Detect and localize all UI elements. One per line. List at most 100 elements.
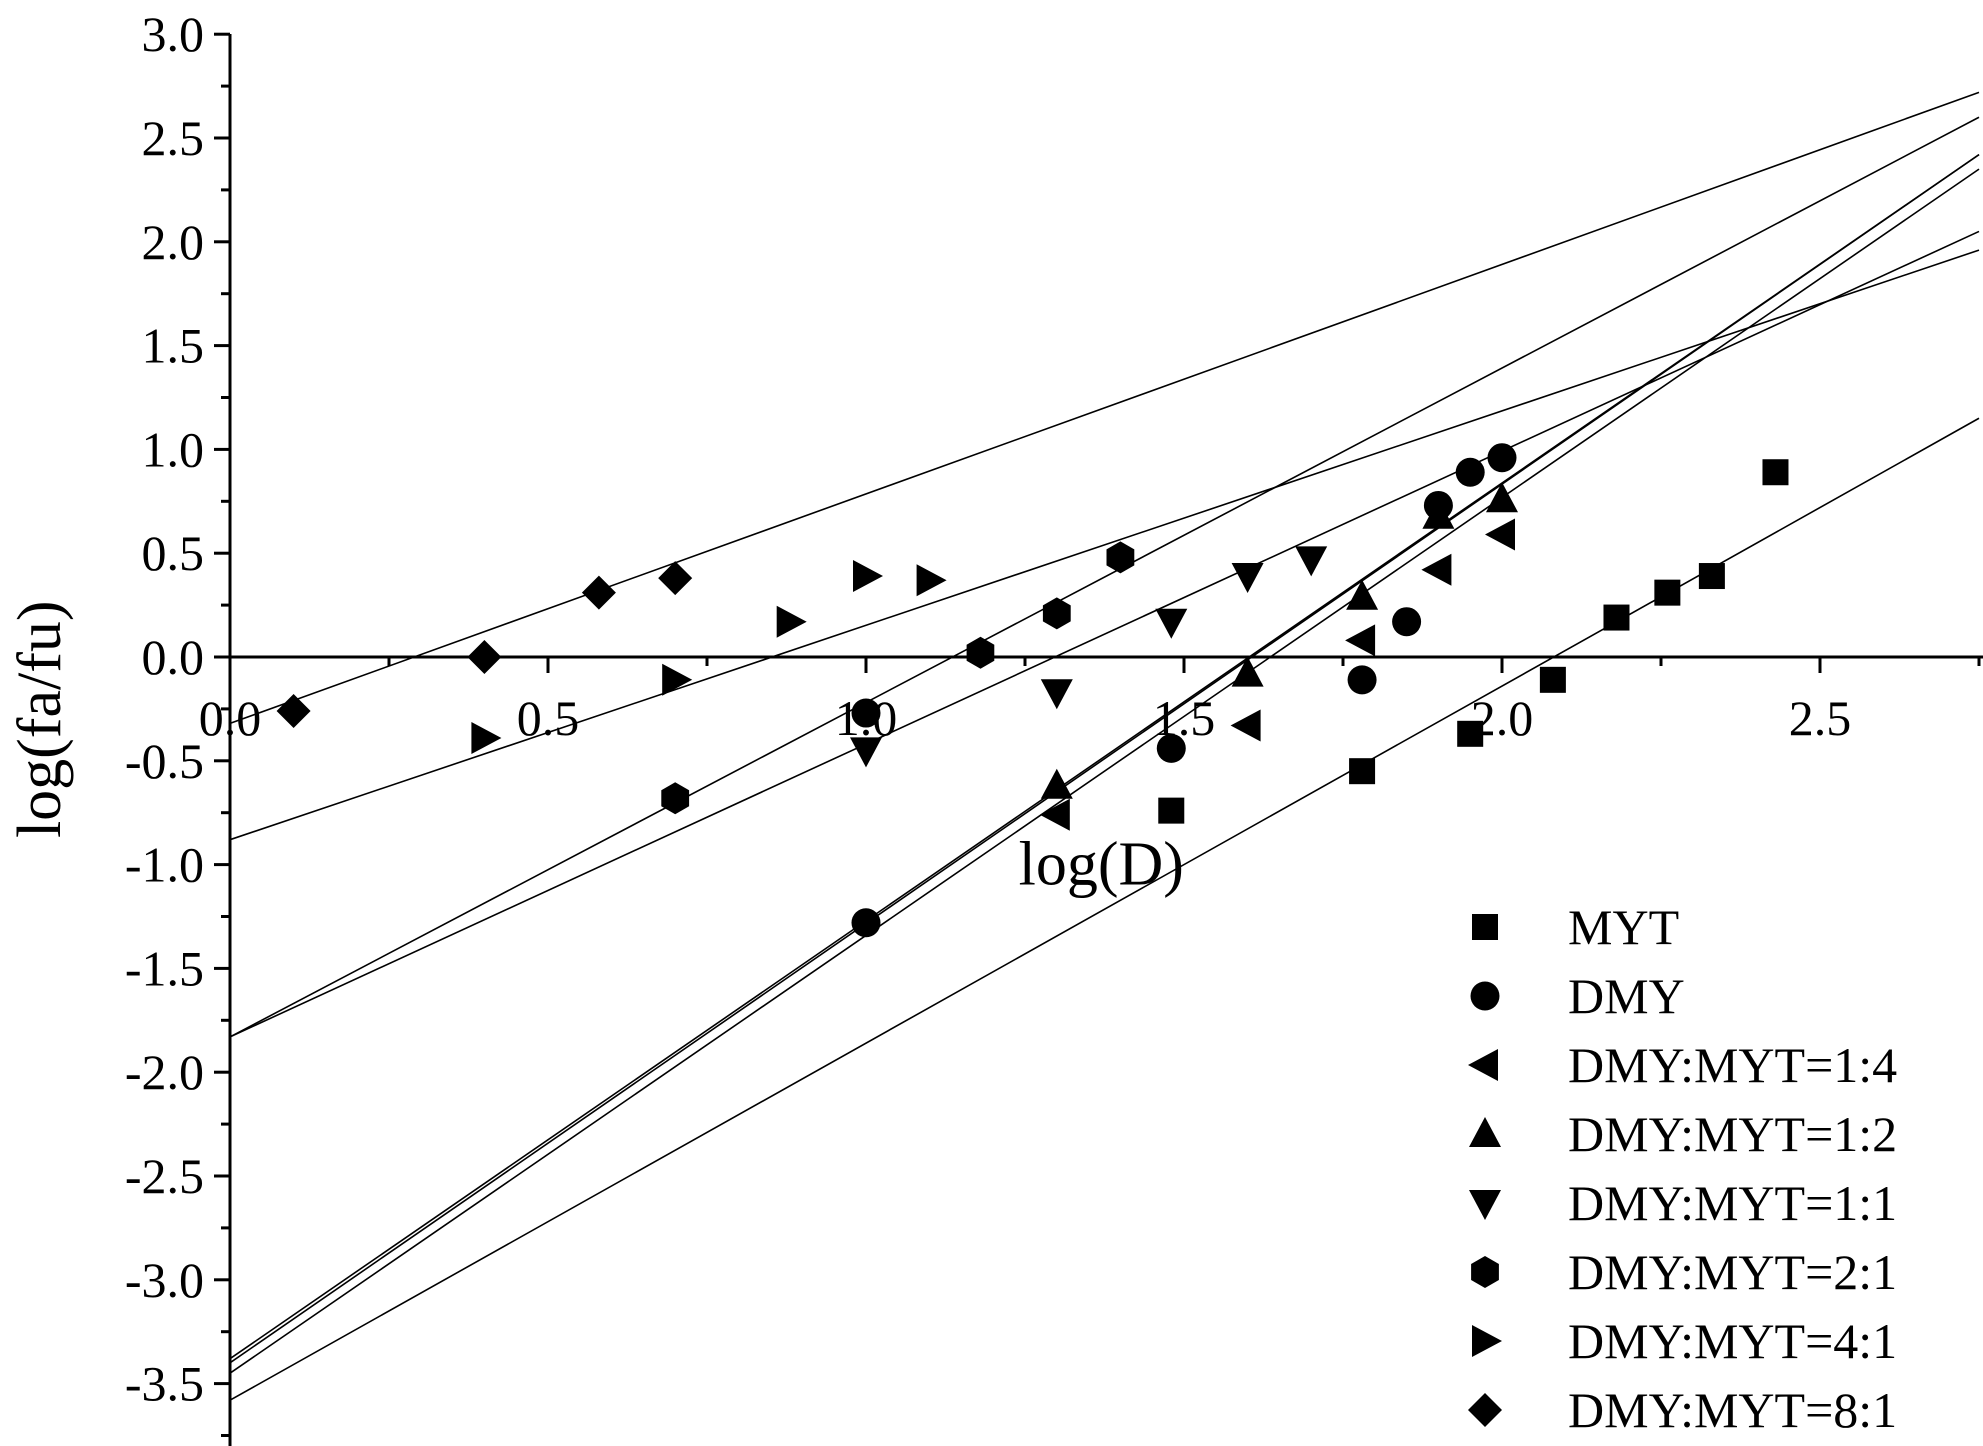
data-point-square — [1457, 720, 1484, 747]
y-ticks: 3.0 2.5 2.0 1.5 1.0 0.5 0.0 -0.5 -1.0 -1.5 -2.0 -2.… — [125, 6, 230, 1437]
data-point-square — [1539, 666, 1566, 693]
legend-item: DMY:MYT=1:4 — [1468, 1037, 1897, 1093]
legend-item: DMY:MYT=8:1 — [1468, 1382, 1897, 1438]
legend-label: DMY — [1568, 968, 1685, 1024]
y-axis-title: log(fa/fu) — [6, 600, 74, 838]
legend-item: DMY:MYT=4:1 — [1472, 1313, 1897, 1369]
legend-marker-diamond — [1468, 1393, 1502, 1427]
data-point-diamond — [581, 575, 616, 610]
y-tick-label: -3.0 — [125, 1252, 204, 1308]
fit-line — [229, 153, 1980, 1364]
y-tick-label: 2.0 — [142, 214, 205, 270]
legend-label: DMY:MYT=1:2 — [1568, 1106, 1897, 1162]
fit-line — [229, 91, 1980, 725]
data-point-circle — [1156, 733, 1186, 763]
legend-label: MYT — [1568, 899, 1679, 955]
legend-marker-circle — [1470, 981, 1500, 1011]
y-tick-label: -1.0 — [125, 837, 204, 893]
data-point-diamond — [658, 561, 693, 596]
x-tick-label: 2.5 — [1789, 690, 1852, 746]
data-point-square — [1603, 604, 1630, 631]
data-point-triangle-right — [662, 663, 693, 696]
legend-marker-triangle-down — [1469, 1190, 1501, 1220]
legend-marker-square — [1472, 914, 1498, 940]
data-point-square — [1698, 563, 1725, 590]
data-point-triangle-up — [1486, 482, 1518, 513]
data-point-triangle-up — [1422, 498, 1455, 529]
data-point-hexagon — [966, 636, 995, 669]
legend-label: DMY:MYT=1:1 — [1568, 1175, 1897, 1231]
data-point-circle — [1392, 607, 1422, 637]
data-markers — [276, 443, 1789, 938]
y-tick-label: -3.5 — [125, 1356, 204, 1412]
legend-marker-hexagon — [1471, 1256, 1499, 1288]
y-tick-label: -2.5 — [125, 1148, 204, 1204]
y-tick-label: 1.5 — [142, 318, 205, 374]
data-point-square — [1654, 579, 1681, 606]
legend-label: DMY:MYT=1:4 — [1568, 1037, 1897, 1093]
x-ticks: 0.00.51.01.52.02.5 — [199, 657, 1981, 746]
data-point-triangle-up — [1346, 579, 1379, 610]
data-point-diamond — [276, 694, 311, 728]
y-tick-label: 0.0 — [142, 629, 205, 685]
data-point-triangle-down — [1155, 608, 1188, 639]
fit-line — [229, 417, 1980, 1401]
y-tick-label: -1.5 — [125, 940, 204, 996]
data-point-triangle-down — [1040, 679, 1073, 710]
y-tick-label: -2.0 — [125, 1044, 204, 1100]
legend: MYT DMY DMY:MYT=1:4 DMY:MYT=1:2 DMY:MYT=1:1 D… — [1468, 899, 1897, 1438]
data-point-triangle-left — [1345, 624, 1376, 657]
data-point-hexagon — [1042, 597, 1071, 630]
legend-label: DMY:MYT=4:1 — [1568, 1313, 1897, 1369]
x-tick-label: 0.5 — [517, 690, 580, 746]
data-point-triangle-down — [1231, 563, 1264, 593]
data-point-triangle-right — [471, 722, 502, 754]
data-point-triangle-left — [1039, 798, 1070, 831]
data-point-circle — [851, 698, 881, 728]
fit-line — [229, 249, 1980, 841]
legend-marker-triangle-up — [1469, 1117, 1501, 1147]
data-point-triangle-up — [1231, 656, 1264, 687]
y-tick-label: 0.5 — [142, 525, 205, 581]
y-tick-label: -0.5 — [125, 733, 204, 789]
data-point-square — [1349, 758, 1376, 785]
data-point-triangle-left — [1485, 518, 1515, 551]
data-point-hexagon — [661, 782, 690, 815]
data-point-triangle-left — [1421, 553, 1452, 586]
legend-item: DMY:MYT=1:2 — [1469, 1106, 1897, 1162]
legend-label: DMY:MYT=2:1 — [1568, 1244, 1897, 1300]
x-tick-label: 0.0 — [199, 690, 262, 746]
fit-line — [229, 168, 1980, 1374]
legend-item: MYT — [1472, 899, 1679, 955]
x-axis-title: log(D) — [1019, 831, 1184, 899]
fit-lines — [229, 91, 1980, 1401]
legend-item: DMY:MYT=2:1 — [1471, 1244, 1897, 1300]
data-point-triangle-left — [1230, 709, 1261, 742]
data-point-circle — [1487, 443, 1517, 473]
data-point-circle — [1455, 457, 1485, 487]
data-point-square — [1762, 459, 1789, 486]
fit-line — [229, 230, 1980, 1038]
y-tick-label: 1.0 — [142, 421, 205, 477]
data-point-circle — [851, 908, 881, 938]
data-point-triangle-right — [916, 564, 947, 597]
legend-marker-triangle-left — [1468, 1049, 1498, 1081]
data-point-triangle-down — [850, 737, 882, 768]
data-point-hexagon — [1106, 541, 1135, 574]
data-point-circle — [1347, 665, 1377, 695]
legend-marker-triangle-right — [1472, 1325, 1502, 1357]
axes: 3.02.52.01.51.00.50.0-0.5-1.0-1.5-2.0-2.… — [125, 6, 1983, 1446]
data-point-triangle-right — [776, 605, 807, 638]
legend-item: DMY — [1470, 968, 1685, 1024]
data-point-triangle-right — [853, 560, 883, 592]
legend-item: DMY:MYT=1:1 — [1469, 1175, 1897, 1231]
legend-label: DMY:MYT=8:1 — [1568, 1382, 1897, 1438]
fit-line — [229, 116, 1980, 1038]
y-tick-label: 3.0 — [142, 6, 205, 62]
data-point-diamond — [467, 640, 502, 674]
data-point-triangle-down — [1295, 546, 1328, 577]
data-point-triangle-up — [1040, 768, 1073, 799]
y-tick-label: 2.5 — [142, 110, 205, 166]
data-point-square — [1158, 797, 1185, 824]
